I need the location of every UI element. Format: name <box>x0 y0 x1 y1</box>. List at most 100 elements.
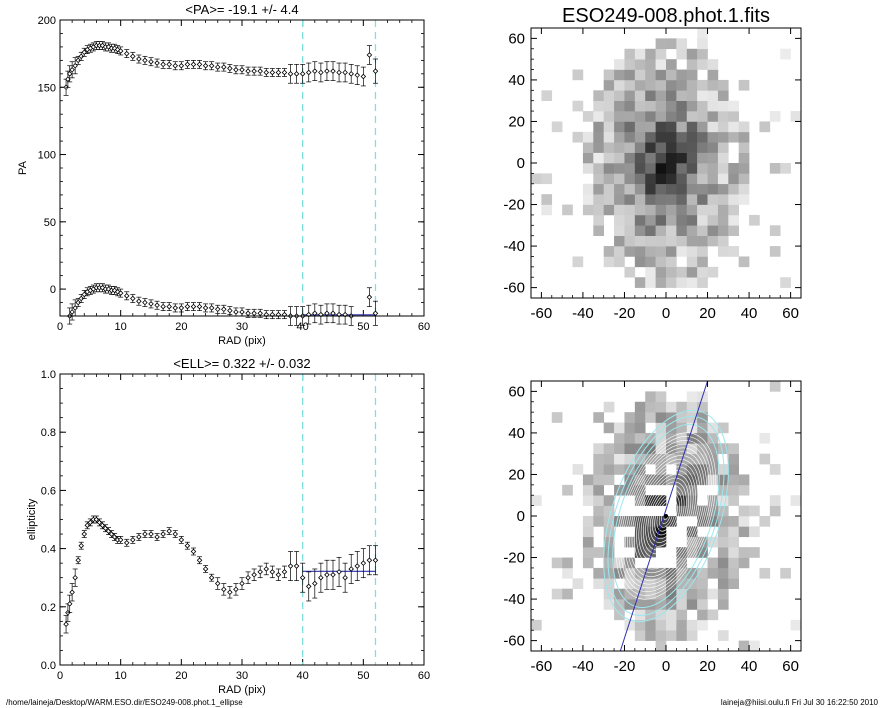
image-pixel <box>624 588 636 600</box>
image-pixel <box>728 194 739 205</box>
image-pixel <box>686 131 698 143</box>
data-point <box>160 61 166 68</box>
image-pixel <box>717 495 729 506</box>
image-pixel <box>645 69 656 81</box>
image-pixel <box>707 235 719 247</box>
data-point <box>372 557 379 564</box>
image-pixel <box>738 526 750 538</box>
data-point <box>172 531 179 537</box>
isophote-contour <box>640 474 692 558</box>
image-pixel <box>686 173 698 185</box>
image-pixel <box>531 619 542 631</box>
image-pixel <box>645 173 656 185</box>
image-pixel <box>572 131 584 143</box>
image-pixel <box>676 474 688 486</box>
image-pixel <box>531 495 542 506</box>
data-point <box>184 61 191 68</box>
data-point <box>69 589 75 596</box>
image-pixel <box>717 121 729 133</box>
image-pixel <box>666 432 677 444</box>
image-pixel <box>593 453 604 465</box>
image-pixel <box>614 121 625 133</box>
x-tick-label: 40 <box>741 305 758 322</box>
x-tick-label: 40 <box>297 670 309 682</box>
data-point <box>178 62 185 69</box>
data-point <box>172 305 179 311</box>
image-pixel <box>624 235 636 247</box>
image-pixel <box>655 214 667 226</box>
image-pixel <box>541 173 553 185</box>
data-point <box>154 302 160 309</box>
data-point <box>160 531 166 537</box>
image-pixel <box>666 630 677 641</box>
image-pixel <box>707 453 719 465</box>
data-point <box>336 311 342 318</box>
image-pixel <box>655 173 667 185</box>
image-pixel <box>603 69 615 81</box>
data-point <box>221 306 227 313</box>
image-pixel <box>614 59 625 70</box>
image-pixel <box>655 630 667 641</box>
footer-stamp: laineja@hiisi.oulu.fi Fri Jul 30 16:22:5… <box>721 698 879 707</box>
image-pixel <box>593 516 604 527</box>
image-pixel <box>728 526 739 538</box>
image-pixel <box>655 401 667 413</box>
image-pixel <box>655 235 667 247</box>
data-point <box>305 311 312 318</box>
y-tick-label: -40 <box>503 591 525 608</box>
image-pixel <box>697 121 708 133</box>
image-pixel <box>686 59 698 70</box>
image-pixel <box>645 214 656 226</box>
image-pixel <box>624 443 636 454</box>
image-pixel <box>759 567 771 579</box>
image-pixel <box>655 38 667 50</box>
image-pixel <box>634 567 646 579</box>
image-pixel <box>666 38 677 50</box>
image-pixel <box>790 619 802 631</box>
image-pixel <box>686 194 698 205</box>
data-point <box>166 528 172 534</box>
data-point <box>93 516 100 523</box>
data-point <box>342 69 348 76</box>
image-pixel <box>686 225 698 236</box>
image-pixel <box>645 225 656 236</box>
image-pixel <box>603 401 615 413</box>
image-pixel <box>634 121 646 133</box>
image-pixel <box>624 484 636 496</box>
image-pixel <box>645 599 656 610</box>
image-pixel <box>717 194 729 205</box>
x-axis-label: RAD (pix) <box>218 335 266 347</box>
image-pixel <box>603 422 615 434</box>
data-point <box>69 309 75 315</box>
data-point <box>96 519 103 526</box>
image-pixel <box>738 131 750 143</box>
image-pixel <box>582 163 594 174</box>
image-pixel <box>655 422 667 434</box>
image-pixel <box>634 536 646 548</box>
image-pixel <box>769 495 781 506</box>
image-pixel <box>603 100 615 112</box>
x-tick-label: 40 <box>297 321 309 333</box>
image-pixel <box>697 28 708 39</box>
image-pixel <box>645 619 656 631</box>
x-tick-label: -60 <box>531 658 553 675</box>
image-pixel <box>676 547 688 558</box>
image-pixel <box>707 474 719 486</box>
image-pixel <box>707 567 719 579</box>
isophote-contour <box>631 458 701 574</box>
data-point <box>148 301 154 307</box>
image-pixel <box>686 142 698 153</box>
image-pixel <box>645 131 656 143</box>
image-pixel <box>593 567 604 579</box>
image-pixel <box>780 277 791 288</box>
data-point <box>251 572 257 578</box>
image-pixel <box>634 183 646 195</box>
image-pixel <box>603 183 615 195</box>
image-pixel <box>676 235 688 247</box>
data-point <box>196 61 203 68</box>
data-point <box>123 293 130 299</box>
data-point <box>366 557 373 564</box>
image-pixel <box>655 443 667 454</box>
image-pixel <box>728 464 739 475</box>
image-pixel <box>769 163 781 174</box>
